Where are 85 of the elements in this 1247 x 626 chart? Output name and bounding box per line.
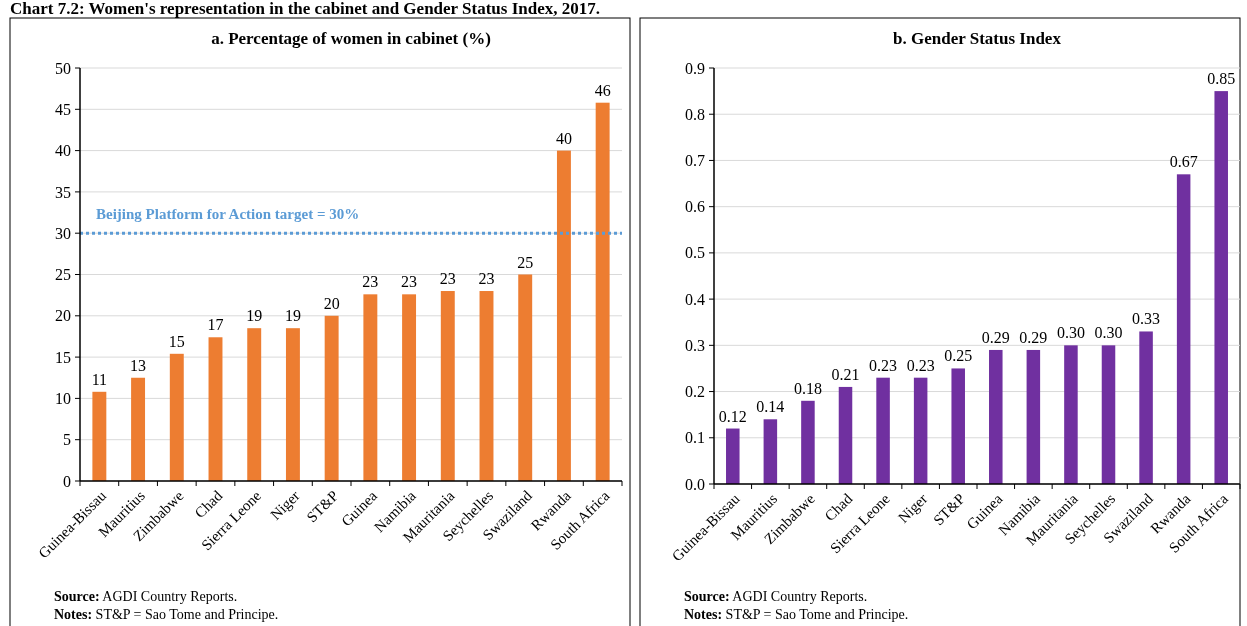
y-tick-label: 30 bbox=[55, 224, 71, 242]
y-tick-label: 0.1 bbox=[685, 429, 705, 447]
y-tick-label: 0.0 bbox=[685, 475, 705, 493]
y-tick-label: 0.6 bbox=[685, 198, 705, 216]
data-label: 0.25 bbox=[944, 347, 973, 365]
y-tick-label: 0.4 bbox=[685, 290, 705, 308]
data-label: 19 bbox=[246, 307, 263, 325]
bar bbox=[726, 428, 740, 484]
bar bbox=[1176, 174, 1191, 484]
bar bbox=[169, 353, 184, 481]
y-tick-label: 0.5 bbox=[685, 244, 705, 262]
data-label: 46 bbox=[594, 81, 611, 99]
source-note: Source: AGDI Country Reports. bbox=[684, 589, 868, 604]
bar bbox=[838, 386, 853, 484]
bar bbox=[479, 291, 494, 481]
data-label: 15 bbox=[168, 332, 185, 350]
data-label: 0.14 bbox=[756, 398, 785, 416]
bar bbox=[1064, 345, 1078, 484]
bar bbox=[363, 294, 378, 481]
y-tick-label: 40 bbox=[55, 142, 71, 160]
data-label: 0.12 bbox=[718, 407, 747, 425]
bar bbox=[1139, 331, 1153, 484]
y-tick-label: 0.3 bbox=[685, 336, 705, 354]
bar bbox=[1214, 91, 1228, 484]
bar bbox=[518, 274, 533, 481]
data-label: 23 bbox=[478, 270, 495, 288]
bar bbox=[556, 150, 571, 481]
data-label: 0.29 bbox=[1019, 328, 1048, 346]
data-label: 0.29 bbox=[981, 328, 1010, 346]
bar bbox=[763, 419, 778, 484]
data-label: 25 bbox=[517, 253, 534, 271]
ref-line-label: Beijing Platform for Action target = 30% bbox=[96, 206, 360, 223]
data-label: 0.23 bbox=[906, 356, 935, 374]
bar bbox=[951, 368, 965, 484]
bar bbox=[402, 294, 417, 481]
data-label: 17 bbox=[207, 316, 224, 334]
chart-title: a. Percentage of women in cabinet (%) bbox=[211, 29, 491, 48]
data-label: 0.18 bbox=[793, 379, 822, 397]
y-tick-label: 45 bbox=[55, 100, 71, 118]
data-label: 23 bbox=[362, 273, 379, 291]
chart-title: b. Gender Status Index bbox=[893, 29, 1062, 48]
bar bbox=[131, 377, 146, 481]
data-label: 13 bbox=[130, 356, 147, 374]
source-note: Source: AGDI Country Reports. bbox=[54, 589, 238, 604]
data-label: 0.33 bbox=[1132, 310, 1161, 328]
bar bbox=[913, 377, 928, 484]
bar bbox=[989, 349, 1003, 484]
y-tick-label: 0.8 bbox=[685, 105, 705, 123]
bar bbox=[247, 328, 262, 481]
y-tick-label: 0.2 bbox=[685, 383, 705, 401]
bar bbox=[801, 400, 815, 484]
data-label: 23 bbox=[439, 270, 456, 288]
data-label: 0.85 bbox=[1207, 70, 1236, 88]
caption: Chart 7.2: Women's representation in the cabinet and Gender Status Index, 2017. bbox=[10, 0, 601, 18]
data-label: 0.67 bbox=[1169, 153, 1198, 171]
y-tick-label: 25 bbox=[55, 266, 71, 284]
text: Notes: ST&P = Sao Tome and Principe. bbox=[54, 607, 279, 622]
bar bbox=[324, 315, 339, 481]
data-label: 20 bbox=[323, 294, 340, 312]
data-label: 19 bbox=[284, 307, 301, 325]
data-label: 23 bbox=[401, 273, 418, 291]
y-tick-label: 0.7 bbox=[685, 152, 705, 170]
y-tick-label: 20 bbox=[55, 307, 71, 325]
text: Notes: ST&P = Sao Tome and Principe. bbox=[684, 607, 909, 622]
bar bbox=[92, 391, 107, 481]
data-label: 40 bbox=[555, 129, 572, 147]
data-label: 0.21 bbox=[831, 365, 860, 383]
data-label: 0.30 bbox=[1056, 324, 1085, 342]
y-tick-label: 10 bbox=[55, 390, 71, 407]
bar bbox=[1101, 345, 1116, 484]
y-tick-label: 0.9 bbox=[685, 59, 705, 77]
y-tick-label: 50 bbox=[55, 59, 71, 77]
data-label: 0.23 bbox=[869, 356, 898, 374]
y-tick-label: 0 bbox=[63, 472, 71, 490]
data-label: 0.30 bbox=[1094, 324, 1123, 342]
bar bbox=[208, 337, 223, 481]
data-label: 11 bbox=[91, 370, 108, 388]
bar bbox=[595, 102, 610, 481]
bar bbox=[1026, 349, 1041, 484]
bar bbox=[876, 377, 890, 484]
y-tick-label: 35 bbox=[55, 183, 71, 201]
bar bbox=[440, 291, 455, 481]
bar bbox=[285, 328, 300, 481]
y-tick-label: 5 bbox=[63, 431, 71, 449]
y-tick-label: 15 bbox=[55, 348, 71, 366]
